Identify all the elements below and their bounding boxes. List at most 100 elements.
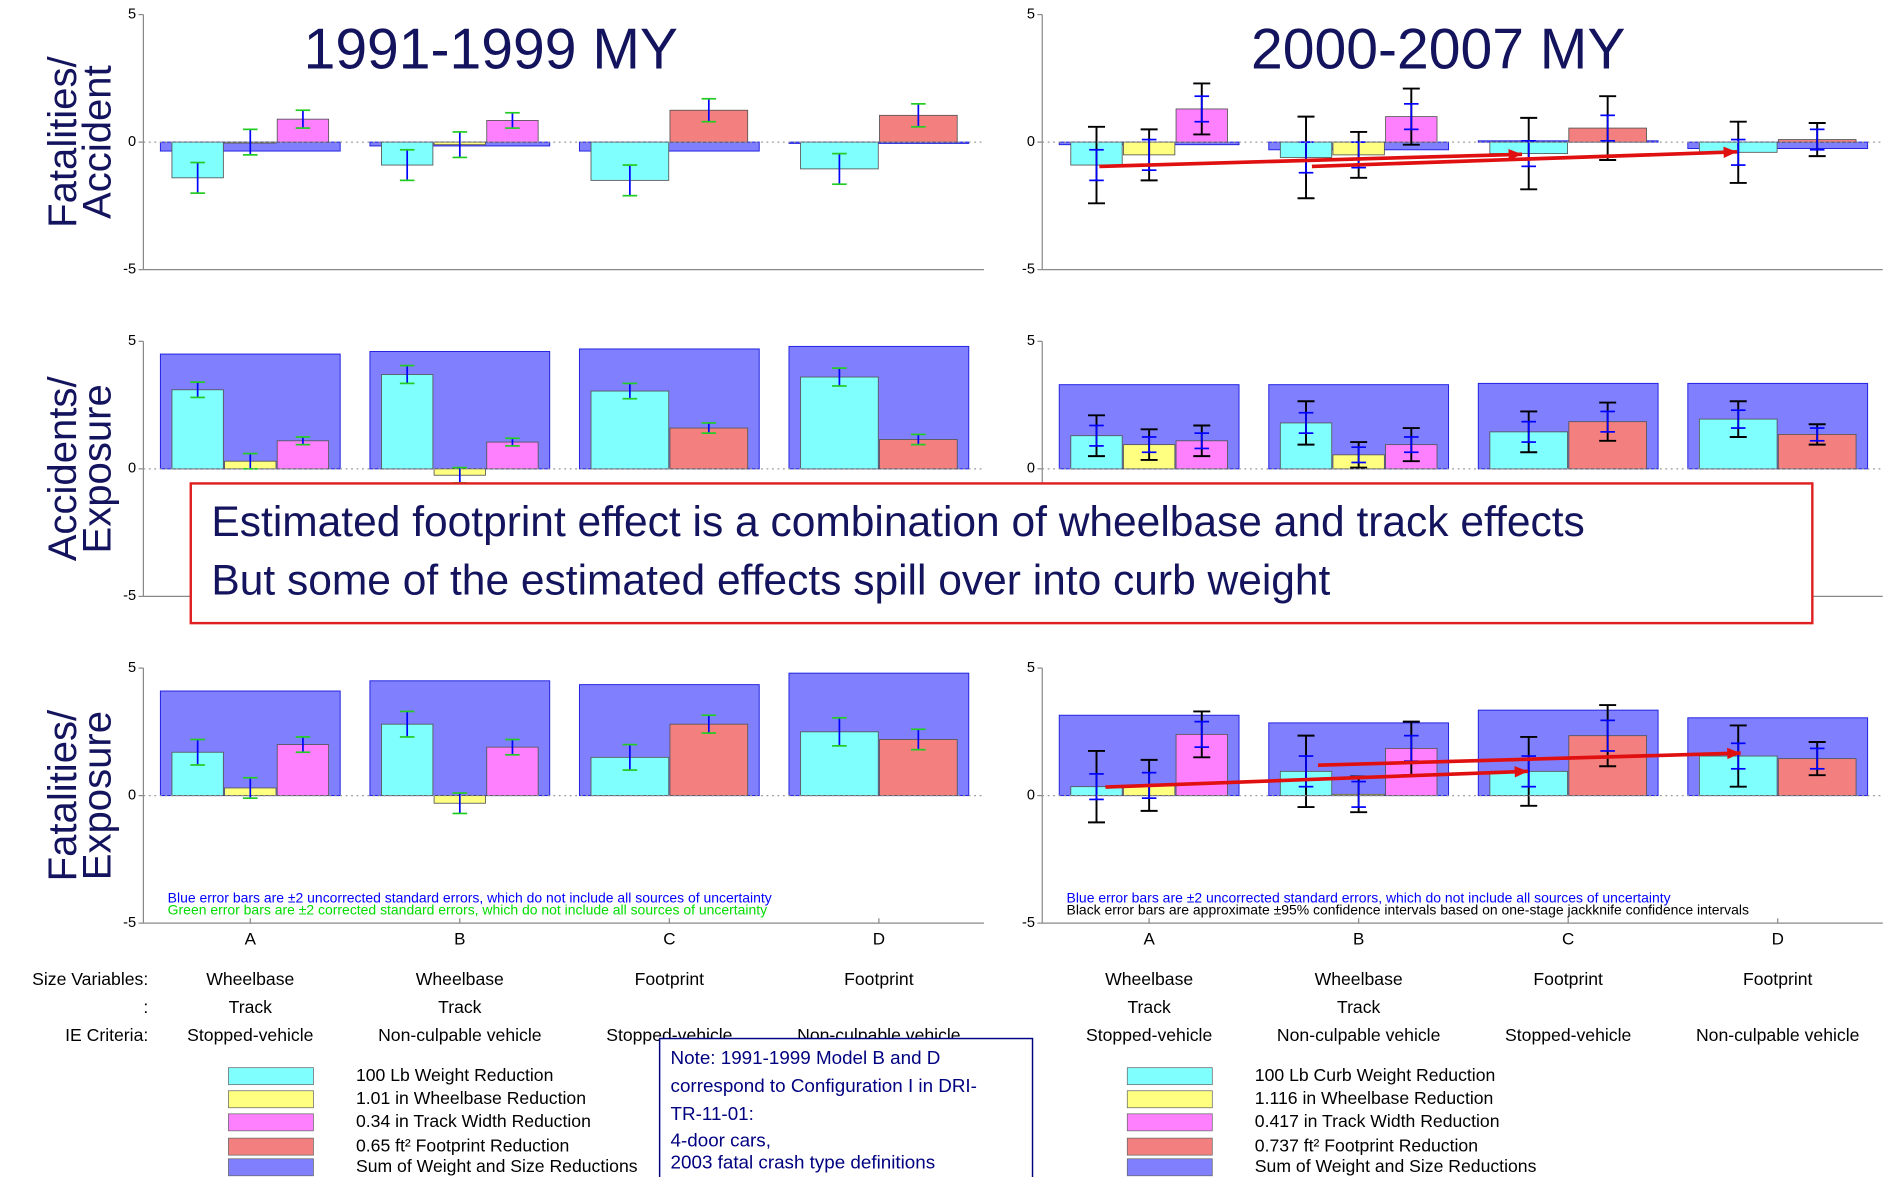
note-line: correspond to Configuration I in DRI- <box>671 1075 977 1096</box>
x-tick-label: A <box>245 930 257 949</box>
error-note: Black error bars are approximate ±95% co… <box>1067 902 1749 918</box>
error-bar <box>832 367 847 387</box>
note-line: TR-11-01: <box>671 1103 754 1124</box>
legend-label: 1.116 in Wheelbase Reduction <box>1255 1088 1494 1108</box>
table-cell: Non-culpable vehicle <box>1696 1025 1860 1045</box>
y-tick-label: 5 <box>1027 6 1035 22</box>
error-bar <box>1194 432 1210 450</box>
error-bar <box>1089 773 1104 801</box>
error-bar <box>505 738 520 756</box>
y-tick-label: 0 <box>128 134 136 150</box>
error-bar <box>622 164 638 197</box>
note-box <box>658 1037 1034 1177</box>
legend-swatch <box>228 1137 314 1156</box>
error-bar <box>505 111 520 129</box>
x-tick-label: B <box>1353 930 1364 949</box>
error-bar <box>399 710 415 738</box>
error-bar <box>452 792 468 815</box>
error-bar <box>243 452 258 470</box>
error-bar <box>1298 755 1314 788</box>
y-tick-label: 5 <box>128 333 136 349</box>
panel-title: 1991-1999 MY <box>304 18 678 82</box>
error-bar <box>1521 755 1536 788</box>
table-cell: Wheelbase <box>1315 969 1403 989</box>
y-tick-label: 0 <box>128 461 136 477</box>
x-tick-label: C <box>1562 930 1574 949</box>
legend-swatch <box>228 1158 314 1177</box>
table-cell: Footprint <box>1533 969 1603 989</box>
y-axis-label: Exposure <box>75 711 119 880</box>
table-cell: Stopped-vehicle <box>187 1025 313 1045</box>
legend-label: 0.737 ft² Footprint Reduction <box>1255 1135 1478 1155</box>
error-bar <box>505 437 520 447</box>
callout-box <box>189 482 1814 625</box>
error-bar <box>295 436 311 446</box>
sum-bar <box>1687 141 1869 149</box>
plots: -5 0 5 1991-1999 MY Fatalities/Accident -5 0 5 2… <box>32 6 1883 1177</box>
table-cell: Track <box>229 997 273 1017</box>
error-bar <box>1194 720 1210 748</box>
error-bar <box>190 738 205 766</box>
error-bar <box>911 433 926 446</box>
legend-swatch <box>1126 1067 1213 1086</box>
y-tick-label: 0 <box>1027 134 1035 150</box>
error-note: Green error bars are ±2 corrected standa… <box>168 902 767 918</box>
error-bar <box>1730 742 1746 770</box>
y-axis-label: Fatalities/ <box>41 709 85 881</box>
table-cell: Footprint <box>844 969 914 989</box>
error-bar <box>1600 719 1615 752</box>
legend-swatch <box>1126 1137 1213 1156</box>
error-bar <box>1730 138 1746 166</box>
table-cell: Track <box>438 997 482 1017</box>
error-bar <box>1521 139 1536 168</box>
table-cell: Footprint <box>1743 969 1813 989</box>
legend-label: 0.65 ft² Footprint Reduction <box>356 1135 569 1155</box>
error-bar <box>832 716 847 747</box>
y-tick-label: 0 <box>1027 461 1035 477</box>
bar <box>800 376 879 470</box>
arrow-head <box>1723 146 1738 158</box>
bar <box>381 374 434 470</box>
error-bar <box>832 152 847 186</box>
error-bar <box>1404 103 1419 131</box>
error-bar <box>295 736 311 754</box>
error-bar <box>452 131 468 159</box>
callout-line: But some of the estimated effects spill … <box>211 557 1330 604</box>
table-cell: Stopped-vehicle <box>1086 1025 1212 1045</box>
error-bar <box>1600 410 1615 433</box>
table-cell: Wheelbase <box>416 969 504 989</box>
error-bar <box>1404 436 1419 454</box>
table-cell: Track <box>1337 997 1381 1017</box>
error-bar <box>1809 427 1825 442</box>
y-tick-label: -5 <box>1022 261 1035 277</box>
error-bar <box>701 714 717 734</box>
x-tick-label: D <box>1772 930 1784 949</box>
table-cell: Track <box>1127 997 1171 1017</box>
y-tick-label: 0 <box>1027 787 1035 803</box>
error-bar <box>1809 128 1825 151</box>
bar <box>276 440 330 470</box>
note-line: 4-door cars, <box>671 1130 771 1151</box>
error-bar <box>1351 446 1366 464</box>
annotation-arrow <box>1099 152 1523 169</box>
x-tick-label: A <box>1143 930 1155 949</box>
x-tick-label: C <box>663 930 675 949</box>
panel-title: 2000-2007 MY <box>1251 18 1625 82</box>
bar <box>590 390 670 470</box>
note-line: Note: 1991-1999 Model B and D <box>671 1047 941 1068</box>
annotation-arrow <box>1311 150 1738 169</box>
error-bar <box>190 161 205 194</box>
error-note: Blue error bars are ±2 uncorrected stand… <box>168 890 772 906</box>
legend-swatch <box>228 1067 314 1086</box>
error-bar <box>1809 747 1825 770</box>
legend-swatch <box>228 1113 314 1132</box>
error-bar <box>911 728 926 751</box>
error-bar <box>243 776 258 799</box>
note-line: 2003 fatal crash type definitions <box>671 1152 936 1173</box>
error-bar <box>1089 424 1104 447</box>
error-bar <box>1730 409 1746 429</box>
y-tick-label: 5 <box>128 6 136 22</box>
sum-bar <box>788 141 970 144</box>
y-tick-label: 5 <box>1027 660 1035 676</box>
